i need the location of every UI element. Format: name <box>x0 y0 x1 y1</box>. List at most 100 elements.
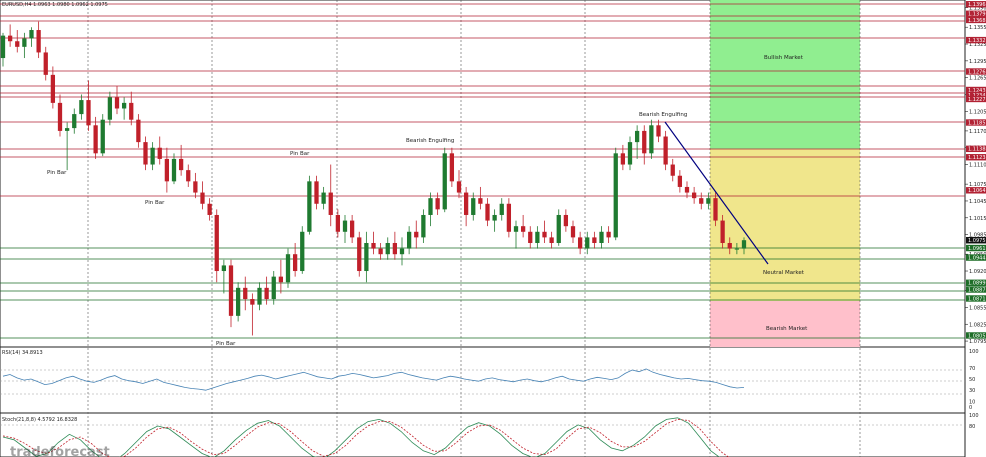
candle-body <box>691 192 697 199</box>
candle <box>392 231 398 260</box>
candle <box>278 259 284 294</box>
svg-text:1.1276: 1.1276 <box>968 69 986 75</box>
candle <box>15 30 20 53</box>
candle-body <box>399 248 405 255</box>
candle <box>164 147 170 193</box>
stoch-axis-label: 100 <box>969 413 979 419</box>
annotation-pin-bar-2: Pin Bar <box>145 200 165 206</box>
candle-body <box>642 130 647 154</box>
candle <box>720 214 725 249</box>
label-neutral-market: Neutral Market <box>763 270 805 276</box>
svg-text:1.0871: 1.0871 <box>968 296 986 302</box>
candle <box>136 114 141 148</box>
candle <box>22 32 27 59</box>
candle <box>300 226 305 274</box>
candle-body <box>107 97 113 120</box>
candle <box>257 282 262 311</box>
candle-body <box>136 119 141 143</box>
candle-body <box>549 237 554 243</box>
candle <box>171 153 177 185</box>
candle <box>649 119 654 159</box>
candle <box>43 46 48 81</box>
candle <box>542 220 547 243</box>
candle-body <box>378 248 383 255</box>
stoch-header: Stoch(21,8,8) 4.5792 16.8328 <box>2 417 77 423</box>
candle <box>292 242 298 277</box>
candle <box>585 231 590 255</box>
price-axis-label: 1.1355 <box>969 25 986 31</box>
candle-body <box>506 203 512 232</box>
level-tag: 1.0805 <box>966 332 986 339</box>
candle-body <box>463 192 469 215</box>
candlestick-series <box>0 21 747 336</box>
candle-body <box>129 102 134 120</box>
svg-text:1.1227: 1.1227 <box>968 97 986 103</box>
candle-body <box>50 74 56 103</box>
candle-body <box>228 265 234 316</box>
level-tag: 1.1064 <box>966 187 986 194</box>
candle-body <box>335 214 341 232</box>
price-axis-label: 1.1015 <box>969 216 986 222</box>
candle <box>485 198 490 227</box>
candle-body <box>585 237 590 249</box>
candle <box>321 186 326 210</box>
candle <box>93 116 98 159</box>
candle-body <box>449 153 455 182</box>
svg-text:1.1332: 1.1332 <box>968 38 986 44</box>
candle <box>642 125 647 165</box>
bearish-zone <box>710 301 860 347</box>
chart-header: EURUSD,H4 1.0963 1.0980 1.0962 1.0975 <box>2 2 108 8</box>
candle-body <box>556 214 561 243</box>
candle <box>634 125 640 159</box>
candle <box>492 209 497 232</box>
candle-body <box>171 158 177 182</box>
candle <box>535 226 540 249</box>
candle <box>86 80 91 131</box>
level-tag: 1.0887 <box>966 286 986 293</box>
resistance-levels <box>0 3 965 197</box>
candle <box>371 231 376 255</box>
stoch-axis-label: 80 <box>969 424 975 430</box>
candle-body <box>36 30 41 53</box>
candle <box>129 91 134 126</box>
level-tag: 1.0899 <box>966 279 986 287</box>
level-tag: 1.0961 <box>966 244 986 252</box>
candle <box>656 119 661 143</box>
candle-body <box>684 186 690 193</box>
stoch-main-line <box>2 417 720 457</box>
candle <box>606 226 611 243</box>
candle-body <box>706 198 711 204</box>
level-tag: 1.1396 <box>966 1 986 8</box>
candle-body <box>499 203 504 215</box>
price-axis-label: 1.0920 <box>969 269 986 275</box>
stoch-signal-line <box>2 418 730 457</box>
candle <box>7 24 13 47</box>
candle <box>307 175 312 235</box>
candle-body <box>193 181 198 193</box>
rsi-axis-label: 70 <box>969 366 975 372</box>
candle <box>577 231 583 255</box>
candle-body <box>741 240 747 249</box>
candle <box>463 186 469 227</box>
candle-body <box>29 30 34 39</box>
candle <box>264 276 269 305</box>
candle <box>570 220 576 243</box>
candle-body <box>720 220 725 243</box>
candle-body <box>200 192 205 204</box>
candle <box>613 147 618 241</box>
candle <box>713 192 718 227</box>
candle <box>214 209 219 283</box>
candle-body <box>157 147 162 159</box>
candle <box>29 27 34 47</box>
svg-text:1.0975: 1.0975 <box>968 238 986 244</box>
candle-body <box>627 142 633 165</box>
label-bearish-market: Bearish Market <box>766 326 808 332</box>
candle <box>114 86 120 115</box>
candle <box>442 147 447 213</box>
candle <box>342 214 348 243</box>
candle <box>385 237 390 260</box>
candle <box>378 242 383 260</box>
candle <box>478 186 483 210</box>
